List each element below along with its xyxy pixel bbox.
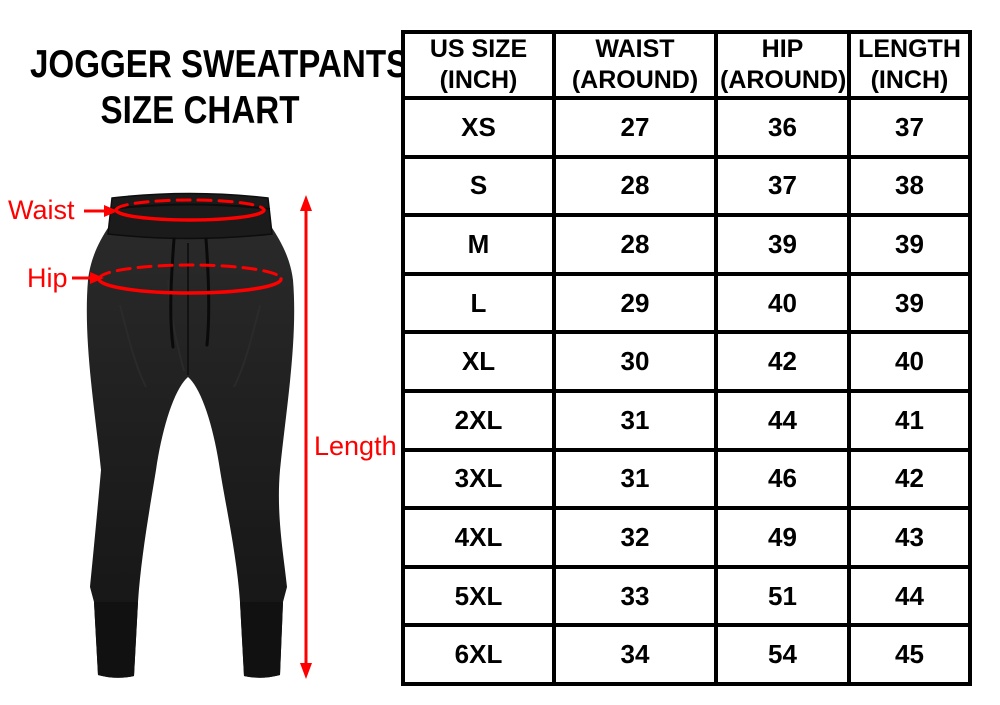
size-cell: 6XL [401, 623, 556, 686]
column-header-waist: WAIST (AROUND) [552, 30, 718, 100]
size-cell: M [401, 213, 556, 276]
table-row-3xl: 3XL 31 46 42 [401, 447, 972, 511]
size-cell: 2XL [401, 388, 556, 452]
size-cell: S [401, 154, 556, 218]
header-text: WAIST [595, 35, 675, 63]
header-text: HIP [761, 35, 804, 63]
waist-cell: 33 [552, 564, 718, 628]
waist-cell: 30 [552, 330, 718, 393]
header-text: (AROUND) [720, 66, 847, 94]
waist-cell: 29 [552, 271, 718, 335]
title-line-2: SIZE CHART [100, 89, 300, 132]
length-cell: 38 [847, 154, 972, 218]
length-cell: 37 [847, 96, 972, 159]
waist-measure-ellipse [114, 198, 266, 222]
column-header-us-size: US SIZE (INCH) [401, 30, 556, 100]
waist-label: Waist [8, 195, 75, 225]
title-line-1: JOGGER SWEATPANTS [30, 43, 409, 86]
waist-cell: 34 [552, 623, 718, 686]
size-cell: XS [401, 96, 556, 159]
table-row-2xl: 2XL 31 44 41 [401, 388, 972, 452]
size-cell: XL [401, 330, 556, 393]
hip-cell: 40 [714, 271, 851, 335]
header-text: (INCH) [439, 66, 518, 94]
size-cell: L [401, 271, 556, 335]
table-row-m: M 28 39 39 [401, 213, 972, 276]
size-chart-table: US SIZE (INCH) WAIST (AROUND) HIP (AROUN… [401, 30, 972, 686]
hip-cell: 36 [714, 96, 851, 159]
waist-arrow [84, 205, 118, 217]
header-text: (INCH) [870, 66, 949, 94]
table-row-xl: XL 30 42 40 [401, 330, 972, 393]
ankle-cuffs [94, 602, 283, 678]
header-text: (AROUND) [571, 66, 699, 94]
length-cell: 45 [847, 623, 972, 686]
hip-cell: 44 [714, 388, 851, 452]
length-cell: 41 [847, 388, 972, 452]
waist-cell: 31 [552, 447, 718, 511]
length-label: Length [314, 431, 397, 461]
fabric-folds [119, 279, 261, 388]
hip-cell: 46 [714, 447, 851, 511]
hip-cell: 42 [714, 330, 851, 393]
drawstring [169, 237, 211, 349]
waist-cell: 28 [552, 213, 718, 276]
table-row-5xl: 5XL 33 51 44 [401, 564, 972, 628]
waist-cell: 32 [552, 506, 718, 569]
hip-cell: 51 [714, 564, 851, 628]
header-text: US SIZE [429, 35, 528, 63]
header-text: LENGTH [858, 35, 961, 63]
hip-measure-ellipse [97, 263, 283, 295]
table-row-4xl: 4XL 32 49 43 [401, 506, 972, 569]
size-cell: 3XL [401, 447, 556, 511]
column-header-length: LENGTH (INCH) [847, 30, 972, 100]
hip-cell: 49 [714, 506, 851, 569]
hip-label: Hip [27, 263, 68, 293]
length-cell: 42 [847, 447, 972, 511]
length-cell: 39 [847, 271, 972, 335]
waist-cell: 28 [552, 154, 718, 218]
length-cell: 44 [847, 564, 972, 628]
table-row-xs: XS 27 36 37 [401, 96, 972, 159]
waistband-ridge [109, 203, 271, 210]
size-cell: 5XL [401, 564, 556, 628]
hip-arrow [72, 272, 104, 284]
table-row-s: S 28 37 38 [401, 154, 972, 218]
size-cell: 4XL [401, 506, 556, 569]
pants-body [86, 225, 295, 678]
column-header-hip: HIP (AROUND) [714, 30, 851, 100]
header-row: US SIZE (INCH) WAIST (AROUND) HIP (AROUN… [401, 30, 972, 100]
length-cell: 43 [847, 506, 972, 569]
hip-cell: 54 [714, 623, 851, 686]
table-row-l: L 29 40 39 [401, 271, 972, 335]
waist-cell: 27 [552, 96, 718, 159]
hip-cell: 39 [714, 213, 851, 276]
length-cell: 40 [847, 330, 972, 393]
length-arrow [300, 195, 312, 679]
length-cell: 39 [847, 213, 972, 276]
page-title: JOGGER SWEATPANTS SIZE CHART [0, 42, 409, 134]
hip-cell: 37 [714, 154, 851, 218]
table-row-6xl: 6XL 34 54 45 [401, 623, 972, 686]
pants-illustration [72, 192, 312, 679]
waist-cell: 31 [552, 388, 718, 452]
